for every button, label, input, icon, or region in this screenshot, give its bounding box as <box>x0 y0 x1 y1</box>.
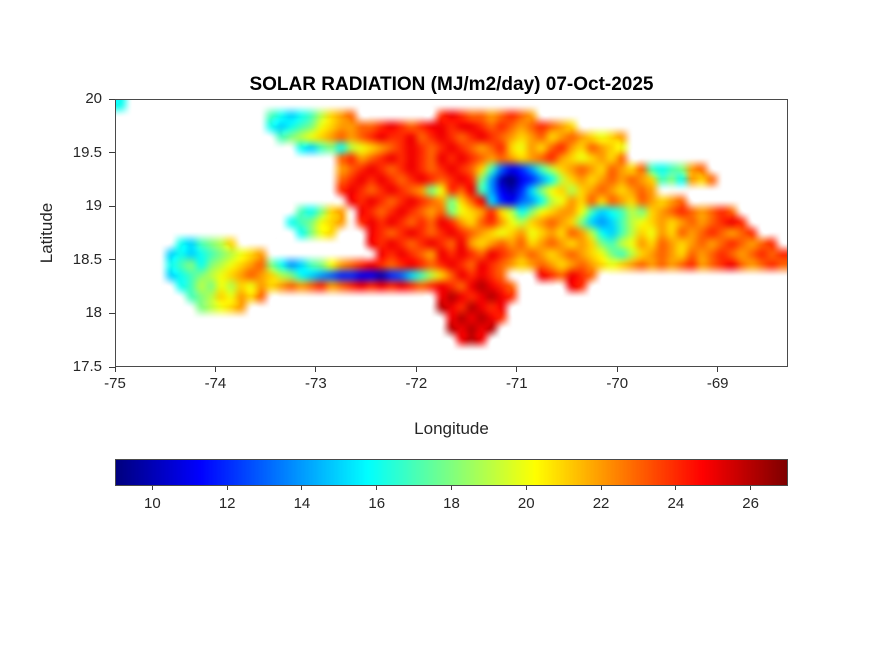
colorbar-tick-label: 12 <box>218 495 236 512</box>
y-tick-label: 18.5 <box>72 250 102 268</box>
y-tick-label: 18 <box>85 304 102 322</box>
y-tick-mark <box>109 98 115 100</box>
colorbar-tick-label: 10 <box>144 495 161 512</box>
colorbar-tick-label: 18 <box>443 495 460 512</box>
map-canvas <box>116 100 787 366</box>
colorbar-tick-mark <box>451 486 452 490</box>
x-tick-mark <box>516 367 518 372</box>
x-tick-label: -73 <box>305 375 327 392</box>
x-tick-label: -71 <box>505 375 528 392</box>
plot-area <box>115 99 788 367</box>
colorbar-tick-label: 20 <box>517 495 535 512</box>
colorbar-tick-label: 16 <box>368 495 386 512</box>
colorbar-tick-label: 14 <box>293 495 311 512</box>
x-tick-label: -72 <box>405 375 428 392</box>
colorbar-tick-mark <box>376 486 378 490</box>
x-tick-mark <box>214 367 216 372</box>
colorbar-tick-label: 24 <box>667 495 685 512</box>
y-tick-label: 19.5 <box>72 143 102 161</box>
x-tick-mark <box>315 367 317 372</box>
colorbar-tick-mark <box>750 486 752 490</box>
y-tick-mark <box>109 259 115 261</box>
y-tick-mark <box>109 205 115 207</box>
y-tick-label: 17.5 <box>72 358 102 375</box>
colorbar-tick-mark <box>151 486 153 490</box>
colorbar-canvas <box>116 460 787 485</box>
x-axis-label: Longitude <box>414 419 489 438</box>
x-tick-label: -74 <box>204 375 227 392</box>
colorbar <box>115 459 788 486</box>
chart-title: SOLAR RADIATION (MJ/m2/day) 07-Oct-2025 <box>249 74 654 95</box>
y-tick-mark <box>109 366 115 368</box>
x-tick-mark <box>616 367 618 372</box>
colorbar-tick-label: 26 <box>742 495 759 512</box>
x-tick-label: -75 <box>104 375 126 392</box>
colorbar-tick-mark <box>600 486 602 490</box>
y-tick-label: 19 <box>85 197 102 215</box>
colorbar-tick-label: 22 <box>592 495 610 512</box>
x-tick-mark <box>114 367 116 372</box>
colorbar-tick-mark <box>525 486 527 490</box>
y-tick-mark <box>109 312 115 314</box>
x-tick-mark <box>717 367 719 372</box>
y-tick-mark <box>109 152 115 154</box>
colorbar-tick-mark <box>226 486 228 490</box>
x-tick-mark <box>415 367 417 372</box>
x-tick-label: -70 <box>606 375 629 392</box>
colorbar-tick-mark <box>675 486 677 490</box>
x-tick-label: -69 <box>706 375 729 392</box>
colorbar-tick-mark <box>301 486 303 490</box>
y-tick-label: 20 <box>85 90 102 107</box>
